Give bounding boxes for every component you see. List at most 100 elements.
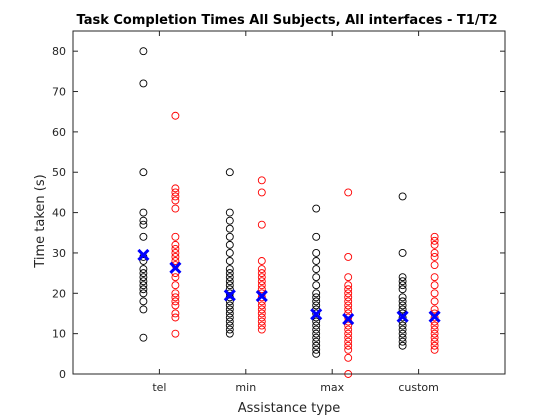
data-point (225, 240, 234, 249)
data-point (139, 285, 148, 294)
data-point (257, 293, 266, 302)
mean-marker (342, 313, 355, 326)
data-point (344, 345, 353, 354)
x-axis-label: Assistance type (238, 401, 340, 416)
data-point (171, 111, 180, 120)
data-point (312, 321, 321, 330)
x-tick-label: tel (152, 381, 166, 394)
data-point (430, 253, 439, 261)
data-point (344, 297, 353, 306)
data-point (312, 333, 321, 342)
data-point (398, 277, 407, 286)
data-point (257, 309, 266, 318)
data-point (171, 188, 180, 197)
data-point (225, 313, 234, 322)
y-tick-label: 60 (52, 126, 66, 139)
data-point (171, 309, 180, 318)
data-point (225, 321, 234, 330)
data-point (344, 188, 353, 197)
data-point (312, 257, 321, 265)
data-point (344, 253, 353, 261)
data-point (225, 297, 234, 306)
y-axis-label: Time taken (s) (33, 174, 48, 268)
chart-title: Task Completion Times All Subjects, All … (77, 13, 498, 28)
data-point (171, 289, 180, 298)
data-point (344, 273, 353, 282)
data-point (171, 301, 180, 310)
data-point (139, 297, 148, 306)
data-point (257, 265, 266, 274)
data-point (398, 313, 407, 322)
data-point (225, 168, 234, 177)
data-point (430, 289, 439, 298)
data-point (312, 329, 321, 338)
data-point (312, 293, 321, 302)
x-tick-label: min (235, 381, 256, 394)
data-point (225, 281, 234, 290)
data-point (430, 281, 439, 290)
data-point (312, 289, 321, 298)
data-point (171, 192, 180, 201)
data-point (398, 329, 407, 338)
data-point (398, 285, 407, 294)
y-tick-label: 30 (52, 247, 66, 260)
data-point (257, 188, 266, 197)
x-tick-label: custom (398, 381, 439, 394)
data-point (171, 196, 180, 205)
plot-area: 0 10 20 30 40 50 60 70 80 tel min max custom (52, 31, 505, 394)
data-point (312, 232, 321, 241)
data-point (257, 176, 266, 185)
data-point (171, 297, 180, 306)
data-point (430, 337, 439, 346)
data-point (312, 317, 321, 326)
data-point (257, 301, 266, 310)
data-point (398, 281, 407, 290)
data-point (430, 333, 439, 342)
y-tick-label: 80 (52, 45, 66, 58)
data-point (225, 265, 234, 274)
data-point (344, 285, 353, 294)
data-point (171, 232, 180, 241)
data-point (225, 285, 234, 294)
data-point (139, 277, 148, 286)
data-point (398, 301, 407, 310)
data-point (398, 273, 407, 282)
data-point (312, 265, 321, 274)
data-point (312, 309, 321, 318)
data-point (225, 248, 234, 257)
data-point (171, 240, 180, 249)
data-point (430, 236, 439, 245)
mean-marker (169, 261, 182, 274)
data-point (344, 321, 353, 330)
data-point (312, 273, 321, 282)
data-point (257, 285, 266, 294)
data-point (344, 341, 353, 350)
data-point (430, 248, 439, 257)
axes-box (72, 30, 506, 375)
data-point (139, 289, 148, 298)
data-point (171, 281, 180, 290)
data-point (139, 220, 148, 229)
data-point (312, 204, 321, 213)
data-point (430, 232, 439, 241)
data-point (430, 325, 439, 334)
data-point (225, 208, 234, 217)
data-point (171, 293, 180, 302)
data-point (225, 216, 234, 225)
data-point (171, 313, 180, 322)
data-point (312, 337, 321, 346)
y-tick-label: 40 (52, 207, 66, 220)
data-point (430, 329, 439, 338)
data-point (225, 257, 234, 265)
data-point (430, 297, 439, 306)
data-point (225, 317, 234, 326)
data-point (257, 317, 266, 326)
data-point (344, 305, 353, 314)
data-point (344, 333, 353, 342)
data-point (257, 220, 266, 229)
data-point (344, 329, 353, 338)
data-point (398, 333, 407, 342)
data-point (312, 281, 321, 290)
data-point (344, 289, 353, 298)
